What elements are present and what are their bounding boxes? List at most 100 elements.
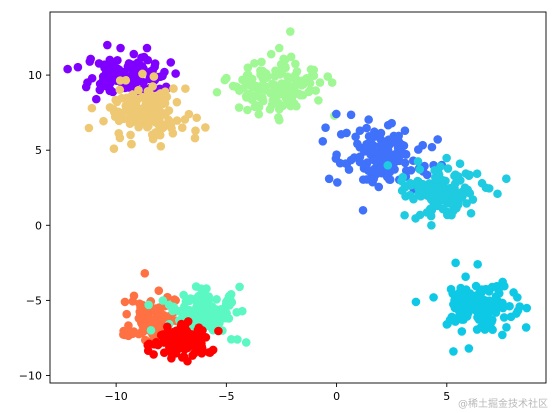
data-point xyxy=(442,320,452,329)
data-point xyxy=(138,327,148,337)
data-point xyxy=(473,260,482,269)
data-point xyxy=(457,327,467,336)
data-point xyxy=(142,315,152,325)
data-point xyxy=(387,118,396,128)
data-point xyxy=(201,123,210,132)
data-point xyxy=(332,150,341,159)
data-point xyxy=(143,92,152,101)
data-point xyxy=(73,62,83,72)
data-point xyxy=(152,338,162,348)
data-point xyxy=(318,137,328,146)
data-point xyxy=(362,142,372,151)
data-point xyxy=(522,303,532,313)
data-point xyxy=(129,49,139,59)
data-point xyxy=(201,333,211,342)
data-point xyxy=(463,185,473,195)
data-point xyxy=(166,58,176,67)
data-point xyxy=(190,133,200,143)
data-point xyxy=(465,170,474,180)
data-point xyxy=(442,153,451,163)
data-point xyxy=(197,349,207,358)
data-point xyxy=(252,101,261,110)
data-point xyxy=(109,107,119,117)
data-point xyxy=(191,126,200,135)
data-point xyxy=(160,67,169,77)
data-point xyxy=(468,293,478,303)
data-point xyxy=(149,72,159,81)
data-point xyxy=(87,103,97,113)
data-point xyxy=(212,87,222,97)
data-point xyxy=(484,184,494,193)
data-point xyxy=(277,68,286,77)
data-point xyxy=(156,98,165,108)
data-point xyxy=(455,159,465,168)
data-point xyxy=(127,139,136,149)
data-point xyxy=(492,301,502,311)
data-point xyxy=(358,175,368,184)
data-point xyxy=(464,344,474,353)
data-point xyxy=(454,307,464,316)
data-point xyxy=(172,97,182,107)
data-point xyxy=(166,119,176,128)
data-point xyxy=(369,146,379,156)
data-point xyxy=(498,330,507,340)
data-point xyxy=(115,85,125,95)
data-point xyxy=(167,348,176,357)
data-point xyxy=(321,123,330,132)
x-axis: −10 −5 0 5 xyxy=(105,383,450,403)
data-point xyxy=(146,326,156,335)
data-point xyxy=(95,85,105,95)
data-point xyxy=(400,210,409,220)
data-point xyxy=(135,309,145,319)
x-tick-label: −10 xyxy=(105,390,128,403)
data-point xyxy=(494,289,504,298)
data-point xyxy=(186,330,196,339)
data-point xyxy=(226,334,236,344)
data-point xyxy=(422,170,432,180)
data-point xyxy=(315,78,325,87)
data-point xyxy=(358,205,368,215)
data-point xyxy=(113,56,122,65)
data-point xyxy=(411,297,421,307)
data-point xyxy=(273,98,282,107)
data-point xyxy=(502,174,511,184)
data-point xyxy=(256,66,265,75)
data-point xyxy=(296,90,305,100)
series-6 xyxy=(411,258,532,356)
data-point xyxy=(135,76,144,86)
data-point xyxy=(287,82,296,92)
data-point xyxy=(235,86,244,95)
data-point xyxy=(111,95,120,105)
data-point xyxy=(143,340,153,350)
data-point xyxy=(258,80,267,90)
data-point xyxy=(172,330,181,340)
data-point xyxy=(285,27,295,36)
data-point xyxy=(387,151,396,161)
data-point xyxy=(450,191,460,201)
data-point xyxy=(471,281,481,291)
series-8 xyxy=(144,282,251,347)
data-point xyxy=(103,40,112,50)
data-point xyxy=(499,313,509,322)
data-point xyxy=(477,178,487,188)
data-point xyxy=(106,78,115,87)
series-2 xyxy=(84,69,210,153)
data-point xyxy=(379,140,388,150)
data-point xyxy=(491,308,501,317)
data-point xyxy=(431,175,441,185)
data-point xyxy=(382,172,392,182)
data-point xyxy=(465,302,474,311)
data-point xyxy=(238,306,247,316)
data-point xyxy=(224,314,234,323)
data-point xyxy=(405,190,415,200)
data-point xyxy=(258,93,267,103)
data-point xyxy=(116,43,125,53)
data-point xyxy=(521,323,531,332)
data-point xyxy=(200,308,210,318)
data-point xyxy=(362,123,371,133)
data-point xyxy=(286,52,296,62)
data-point xyxy=(83,78,92,87)
data-point xyxy=(131,111,141,121)
data-point xyxy=(425,182,435,192)
data-point xyxy=(142,43,152,53)
